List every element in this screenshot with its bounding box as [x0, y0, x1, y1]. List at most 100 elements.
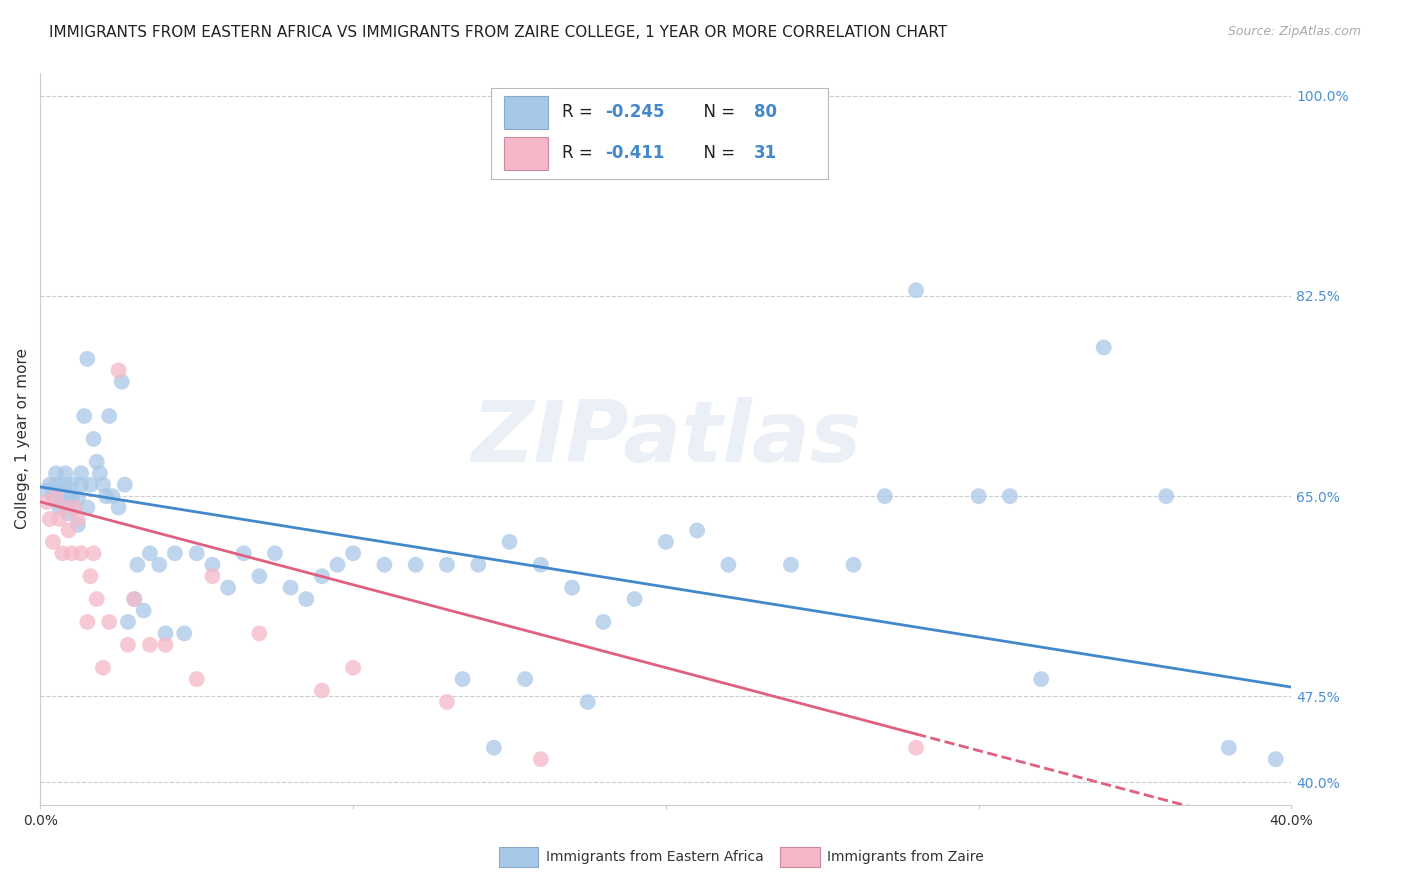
Point: [482, 740, 505, 755]
Point: [201, 569, 224, 583]
Point: [623, 592, 645, 607]
Point: [436, 558, 458, 572]
Point: [76, 500, 98, 515]
Point: [436, 695, 458, 709]
Point: [1218, 740, 1240, 755]
Point: [655, 534, 678, 549]
Point: [122, 592, 145, 607]
Point: [58, 489, 80, 503]
Point: [280, 581, 302, 595]
Point: [60, 477, 83, 491]
Point: [91, 661, 114, 675]
Point: [98, 615, 121, 629]
Point: [155, 626, 177, 640]
Point: [717, 558, 740, 572]
Point: [48, 500, 70, 515]
Point: [326, 558, 349, 572]
Point: [45, 477, 67, 491]
Y-axis label: College, 1 year or more: College, 1 year or more: [15, 349, 30, 530]
Point: [201, 558, 224, 572]
Point: [91, 477, 114, 491]
Point: [217, 581, 239, 595]
Point: [70, 546, 93, 560]
Point: [467, 558, 489, 572]
Point: [139, 638, 162, 652]
Point: [73, 409, 96, 423]
Point: [998, 489, 1021, 503]
Point: [66, 517, 89, 532]
Point: [1092, 341, 1115, 355]
Point: [967, 489, 990, 503]
Point: [66, 512, 89, 526]
Point: [311, 569, 333, 583]
Point: [66, 491, 89, 506]
Text: Source: ZipAtlas.com: Source: ZipAtlas.com: [1227, 25, 1361, 38]
Point: [148, 558, 170, 572]
Point: [373, 558, 395, 572]
Point: [247, 626, 270, 640]
Point: [86, 455, 108, 469]
Point: [107, 500, 129, 515]
Point: [498, 534, 520, 549]
Point: [264, 546, 287, 560]
Point: [1264, 752, 1286, 766]
Point: [295, 592, 318, 607]
Text: Immigrants from Eastern Africa: Immigrants from Eastern Africa: [546, 850, 763, 864]
Point: [122, 592, 145, 607]
Point: [70, 477, 93, 491]
Point: [35, 495, 58, 509]
Point: [232, 546, 254, 560]
Point: [42, 489, 65, 503]
Point: [905, 283, 928, 297]
Point: [451, 672, 474, 686]
Point: [686, 524, 709, 538]
Point: [114, 477, 136, 491]
Point: [35, 483, 58, 498]
Text: ZIPatlas: ZIPatlas: [471, 398, 860, 481]
Point: [107, 363, 129, 377]
Point: [94, 489, 117, 503]
Point: [842, 558, 865, 572]
Point: [311, 683, 333, 698]
Point: [1154, 489, 1177, 503]
Text: IMMIGRANTS FROM EASTERN AFRICA VS IMMIGRANTS FROM ZAIRE COLLEGE, 1 YEAR OR MORE : IMMIGRANTS FROM EASTERN AFRICA VS IMMIGR…: [49, 25, 948, 40]
Point: [405, 558, 427, 572]
Point: [592, 615, 614, 629]
Point: [42, 534, 65, 549]
Point: [48, 483, 70, 498]
Point: [83, 432, 105, 446]
Point: [873, 489, 896, 503]
Point: [98, 409, 121, 423]
Point: [55, 477, 77, 491]
Point: [117, 638, 139, 652]
Point: [58, 506, 80, 520]
Point: [576, 695, 599, 709]
Point: [561, 581, 583, 595]
Point: [530, 752, 553, 766]
Point: [76, 351, 98, 366]
Point: [530, 558, 553, 572]
Point: [76, 615, 98, 629]
Point: [139, 546, 162, 560]
Point: [127, 558, 149, 572]
Point: [780, 558, 803, 572]
Point: [342, 546, 364, 560]
Point: [117, 615, 139, 629]
Point: [515, 672, 537, 686]
Text: Immigrants from Zaire: Immigrants from Zaire: [827, 850, 983, 864]
Point: [163, 546, 186, 560]
Point: [155, 638, 177, 652]
Point: [79, 477, 101, 491]
Point: [51, 495, 73, 509]
Point: [63, 500, 86, 515]
Point: [247, 569, 270, 583]
Point: [38, 512, 60, 526]
Point: [48, 512, 70, 526]
Point: [63, 500, 86, 515]
Point: [70, 467, 93, 481]
Point: [186, 546, 208, 560]
Point: [905, 740, 928, 755]
Point: [55, 500, 77, 515]
Point: [1031, 672, 1053, 686]
Point: [86, 592, 108, 607]
